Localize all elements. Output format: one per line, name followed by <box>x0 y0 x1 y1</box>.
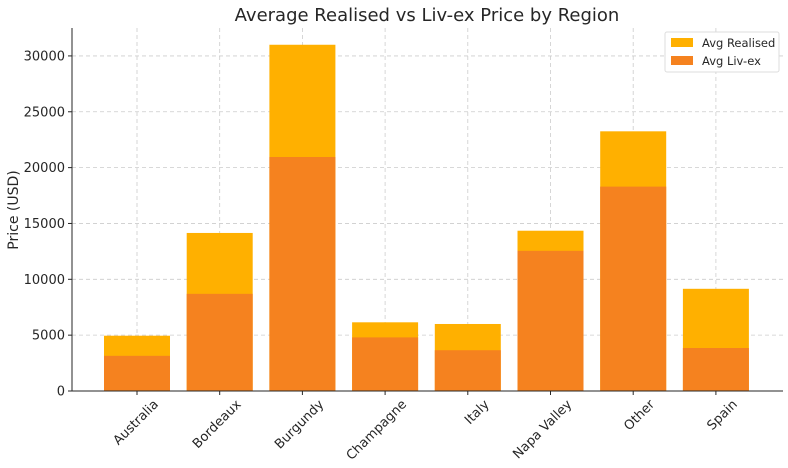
chart-title: Average Realised vs Liv-ex Price by Regi… <box>235 5 620 26</box>
bar-avg-liv-ex-champagne <box>352 337 419 391</box>
x-tick-label-napa-valley: Napa Valley <box>510 397 575 462</box>
x-tick-labels: Australia Bordeaux Burgundy Champagne Italy N… <box>111 391 741 463</box>
legend-swatch-avg-realised <box>671 38 693 47</box>
bar-avg-liv-ex-australia <box>104 355 170 391</box>
y-tick-label: 10000 <box>24 273 65 288</box>
x-tick-label-champagne: Champagne <box>344 397 410 463</box>
y-axis-label: Price (USD) <box>6 170 22 249</box>
axes <box>71 28 783 392</box>
y-tick-labels: 0 5000 10000 15000 20000 25000 30000 <box>24 49 72 400</box>
legend-label-avg-realised: Avg Realised <box>702 36 775 50</box>
bar-avg-liv-ex-other <box>600 186 667 391</box>
legend-box <box>664 31 780 73</box>
grid-lines <box>72 28 783 392</box>
bars <box>104 44 749 392</box>
bar-avg-liv-ex-bordeaux <box>186 293 253 391</box>
y-tick-label: 25000 <box>24 105 65 120</box>
x-tick-label-other: Other <box>621 397 658 434</box>
legend-label-avg-liv-ex: Avg Liv-ex <box>702 54 761 68</box>
bar-avg-liv-ex-napa-valley <box>517 250 584 391</box>
x-tick-label-australia: Australia <box>111 397 162 448</box>
x-tick-label-italy: Italy <box>462 397 493 428</box>
y-tick-label: 0 <box>57 385 65 400</box>
bar-avg-liv-ex-burgundy <box>269 157 336 391</box>
legend: Avg Realised Avg Liv-ex <box>664 31 780 73</box>
x-tick-label-bordeaux: Bordeaux <box>190 397 245 452</box>
y-tick-label: 15000 <box>24 217 65 232</box>
bar-avg-liv-ex-italy <box>434 350 501 391</box>
y-tick-label: 20000 <box>24 161 65 176</box>
x-tick-label-spain: Spain <box>704 397 740 433</box>
bar-avg-liv-ex-spain <box>682 347 749 391</box>
x-tick-label-burgundy: Burgundy <box>272 397 327 452</box>
y-tick-label: 5000 <box>32 329 65 344</box>
y-tick-label: 30000 <box>24 49 65 64</box>
legend-swatch-avg-liv-ex <box>671 56 693 65</box>
